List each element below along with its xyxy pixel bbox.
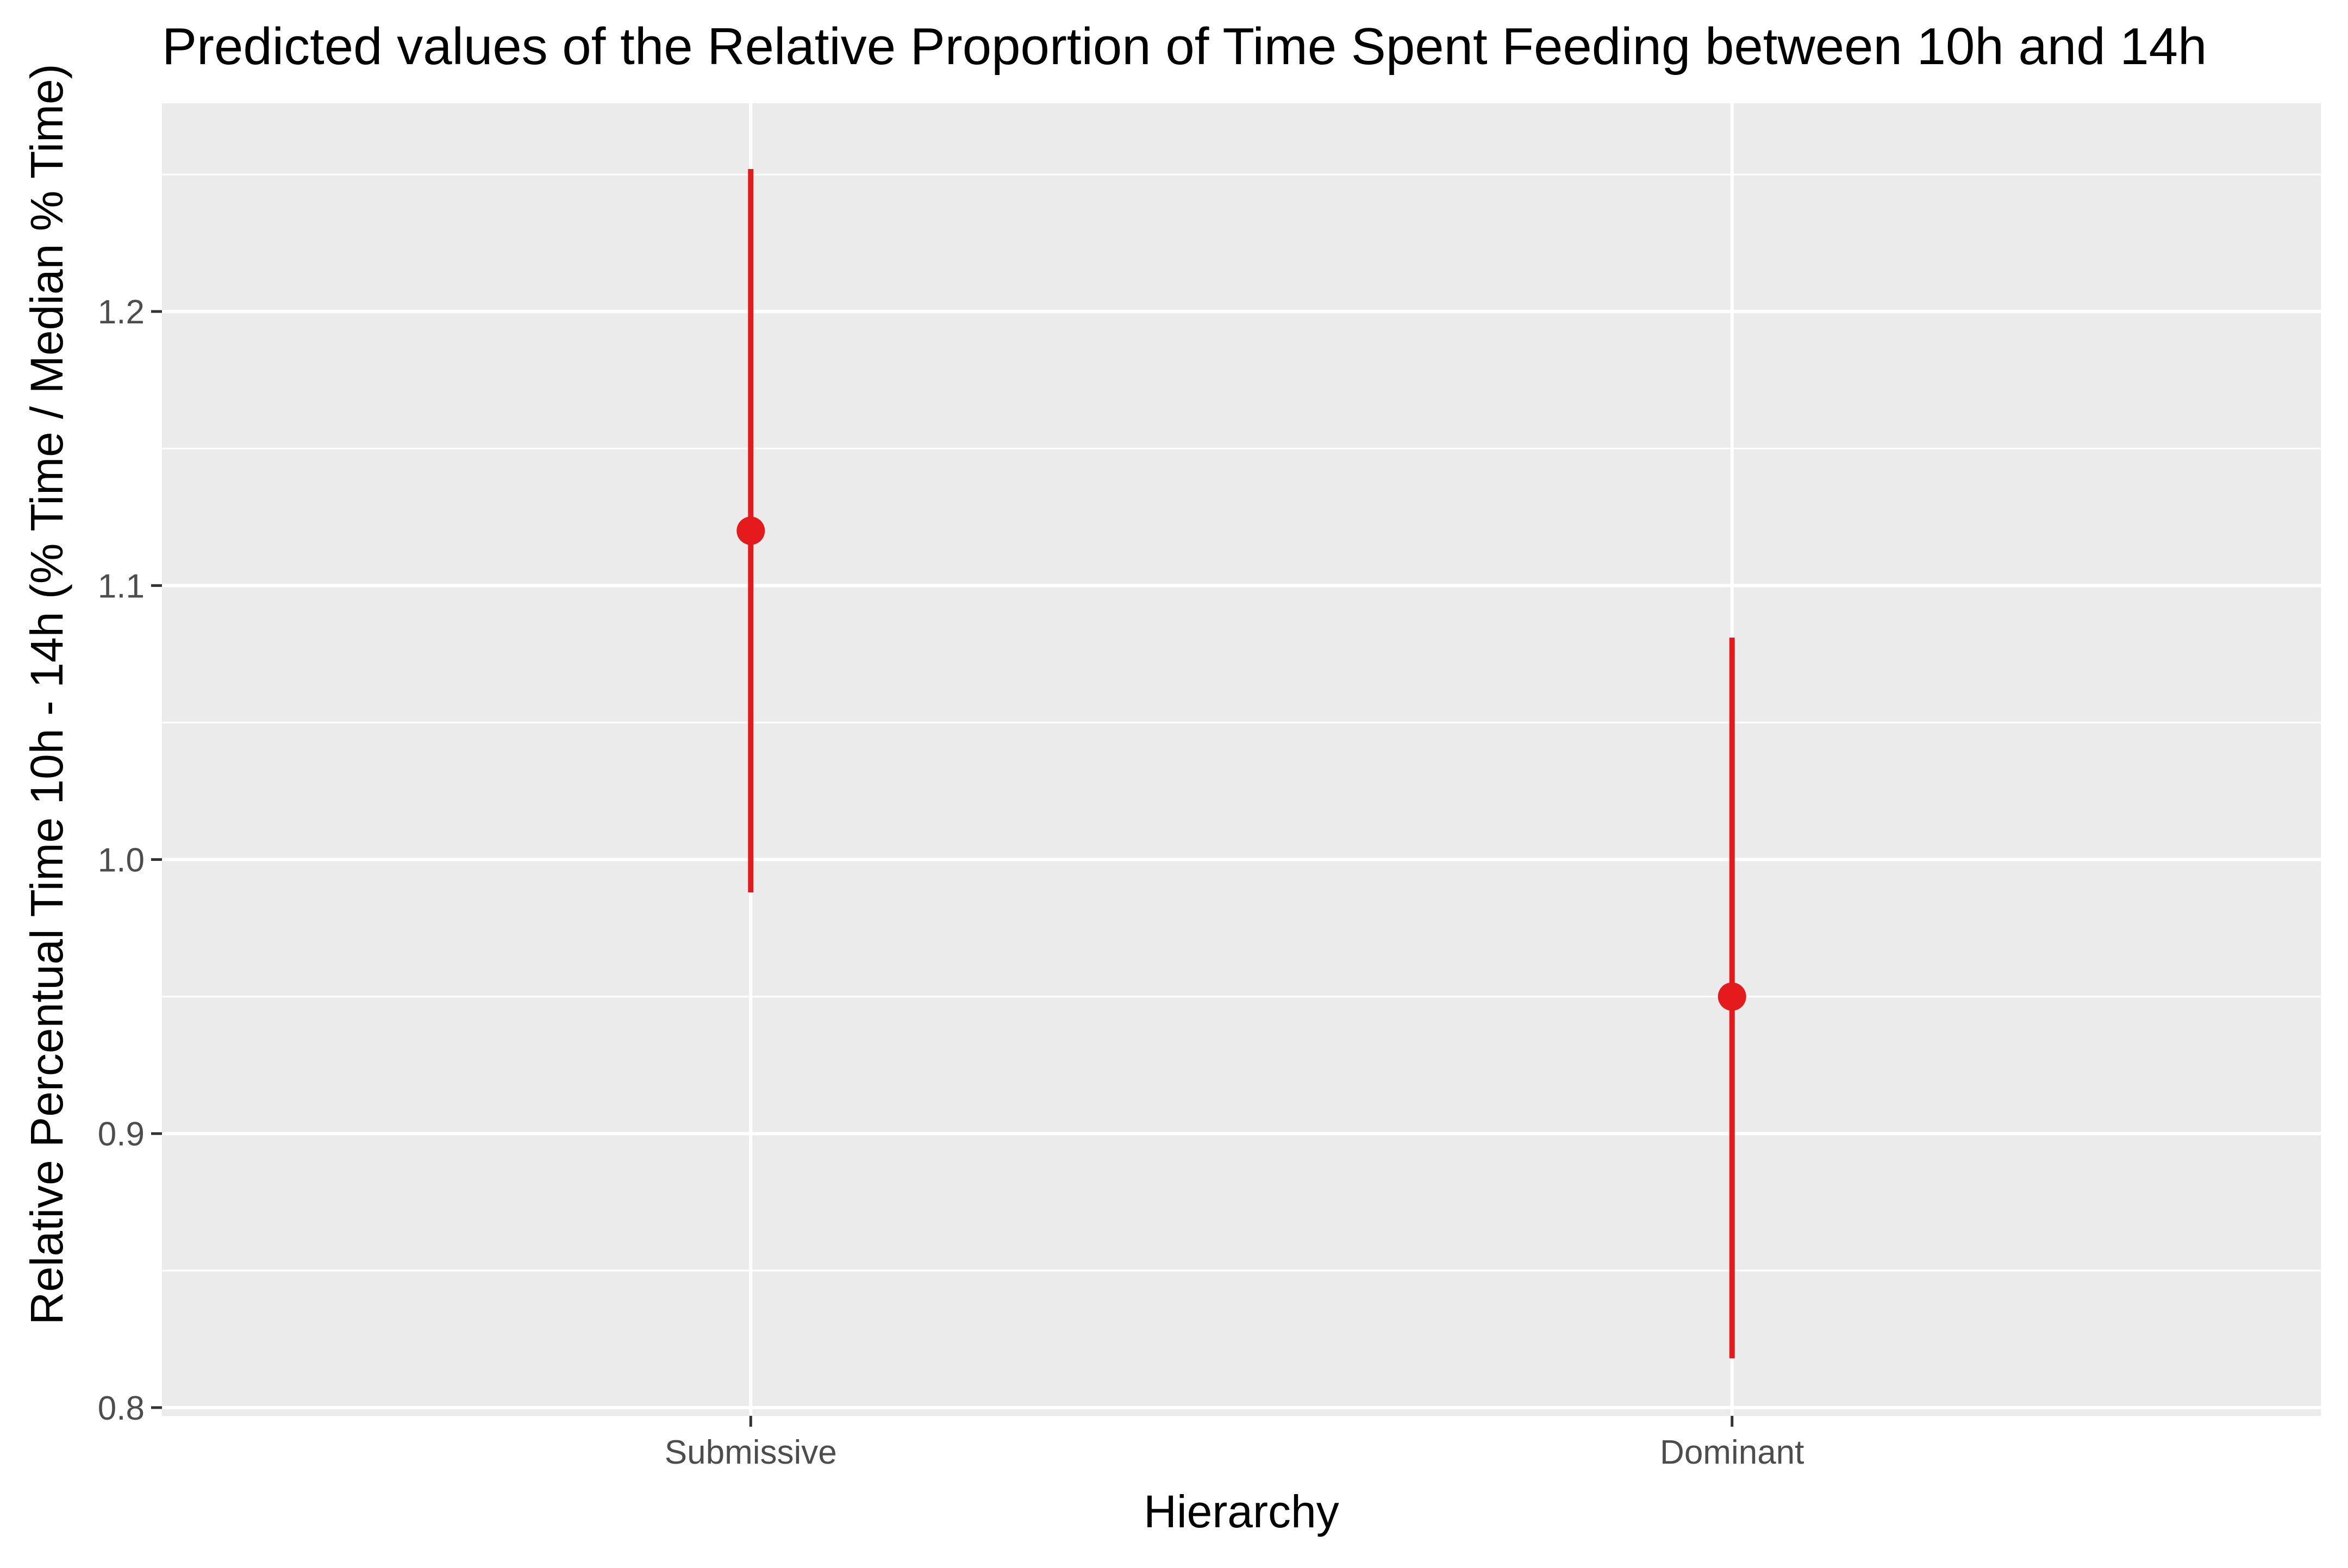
y-tick-label: 1.1 bbox=[98, 567, 145, 605]
y-tick-label: 1.2 bbox=[98, 293, 145, 331]
y-axis-label: Relative Percentual Time 10h - 14h (% Ti… bbox=[21, 64, 72, 1325]
data-point bbox=[1718, 982, 1746, 1011]
x-tick-label: Submissive bbox=[665, 1434, 837, 1471]
plot-panel bbox=[162, 103, 2321, 1416]
y-tick-label: 0.8 bbox=[98, 1390, 145, 1427]
x-tick-label: Dominant bbox=[1660, 1434, 1804, 1471]
axes: 0.8 0.9 1.0 1.1 1.2 Submissive Dominant bbox=[98, 293, 1804, 1471]
data-marks bbox=[736, 169, 1746, 1359]
data-point bbox=[736, 516, 765, 545]
y-tick-label: 0.9 bbox=[98, 1116, 145, 1153]
y-tick-label: 1.0 bbox=[98, 842, 145, 879]
chart-title: Predicted values of the Relative Proport… bbox=[162, 17, 2207, 76]
x-axis-label: Hierarchy bbox=[1144, 1486, 1339, 1537]
